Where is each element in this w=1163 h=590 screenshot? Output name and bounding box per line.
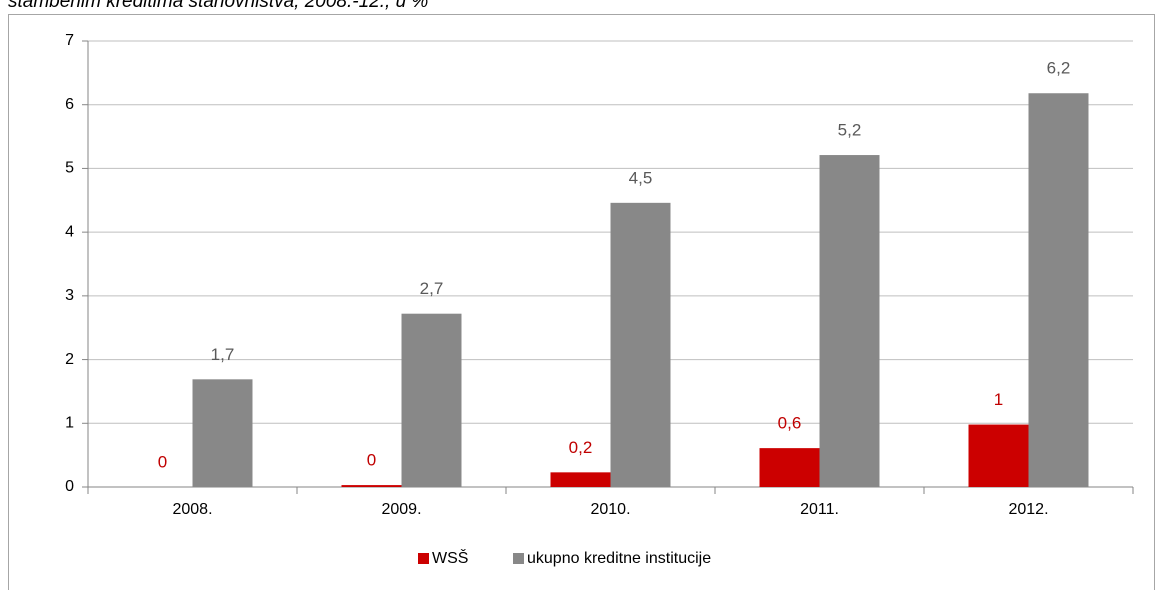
- legend-swatch: [513, 553, 524, 564]
- bar: [1028, 93, 1089, 487]
- chart-frame: [8, 14, 1155, 590]
- x-tick-label: 2009.: [381, 501, 421, 518]
- legend-label: ukupno kreditne institucije: [527, 550, 711, 567]
- value-label: 0,2: [569, 438, 593, 457]
- x-tick-label: 2010.: [590, 501, 630, 518]
- legend-swatch: [418, 553, 429, 564]
- value-label: 2,7: [420, 279, 444, 298]
- bar: [401, 313, 462, 487]
- value-label: 4,5: [629, 168, 653, 187]
- bar: [550, 472, 611, 487]
- x-tick-label: 2011.: [800, 501, 839, 518]
- bar: [192, 379, 253, 487]
- bar: [759, 448, 820, 487]
- y-tick-label: 5: [65, 160, 74, 177]
- y-tick-label: 7: [65, 32, 74, 49]
- y-tick-label: 1: [65, 415, 74, 432]
- y-tick-label: 6: [65, 96, 74, 113]
- value-label: 0,6: [778, 414, 802, 433]
- value-label: 0: [367, 451, 376, 470]
- value-label: 6,2: [1047, 59, 1071, 78]
- value-label: 1: [994, 390, 1003, 409]
- y-tick-label: 4: [65, 223, 74, 240]
- x-tick-label: 2012.: [1008, 501, 1048, 518]
- bar: [610, 202, 671, 487]
- y-tick-label: 3: [65, 287, 74, 304]
- x-tick-label: 2008.: [172, 501, 212, 518]
- bar: [341, 485, 402, 487]
- chart-title: stambenim kreditima stanovništva, 2008.-…: [8, 0, 428, 12]
- value-label: 0: [158, 452, 167, 471]
- y-tick-label: 0: [65, 478, 74, 495]
- y-tick-label: 2: [65, 351, 74, 368]
- value-label: 5,2: [838, 121, 862, 140]
- bar: [819, 155, 880, 487]
- value-label: 1,7: [211, 345, 235, 364]
- legend-label: WSŠ: [432, 548, 468, 567]
- bar: [968, 424, 1029, 487]
